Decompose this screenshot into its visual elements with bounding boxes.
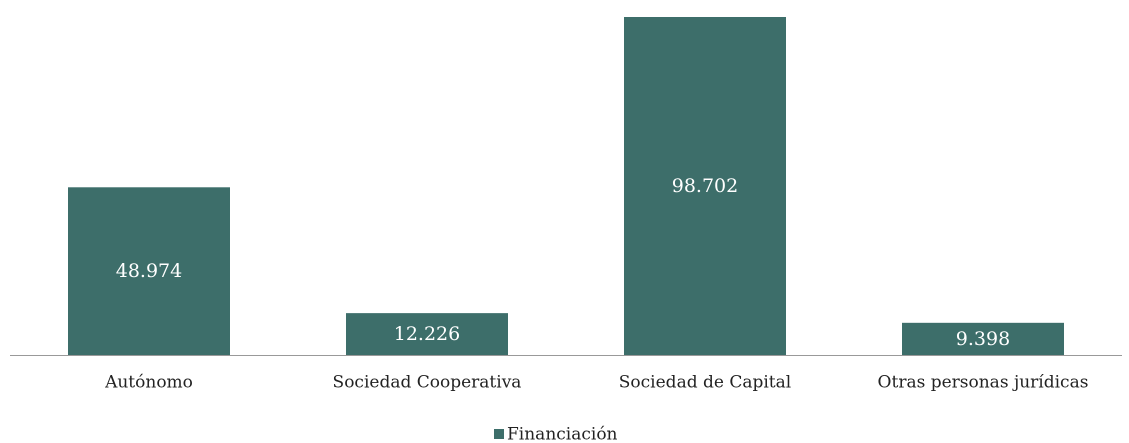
- x-tick-label: Otras personas jurídicas: [878, 373, 1089, 393]
- legend-swatch: [494, 429, 504, 439]
- bar: [68, 187, 230, 355]
- value-label: 12.226: [394, 323, 460, 345]
- legend-label: Financiación: [507, 425, 618, 443]
- x-tick-label: Autónomo: [104, 373, 193, 393]
- value-label: 98.702: [672, 175, 738, 197]
- value-label: 48.974: [116, 260, 182, 282]
- value-label: 9.398: [956, 328, 1010, 350]
- bar: [346, 313, 508, 355]
- bar: [624, 17, 786, 355]
- x-tick-label: Sociedad Cooperativa: [333, 373, 522, 393]
- bar: [902, 322, 1064, 355]
- x-tick-label: Sociedad de Capital: [619, 373, 791, 393]
